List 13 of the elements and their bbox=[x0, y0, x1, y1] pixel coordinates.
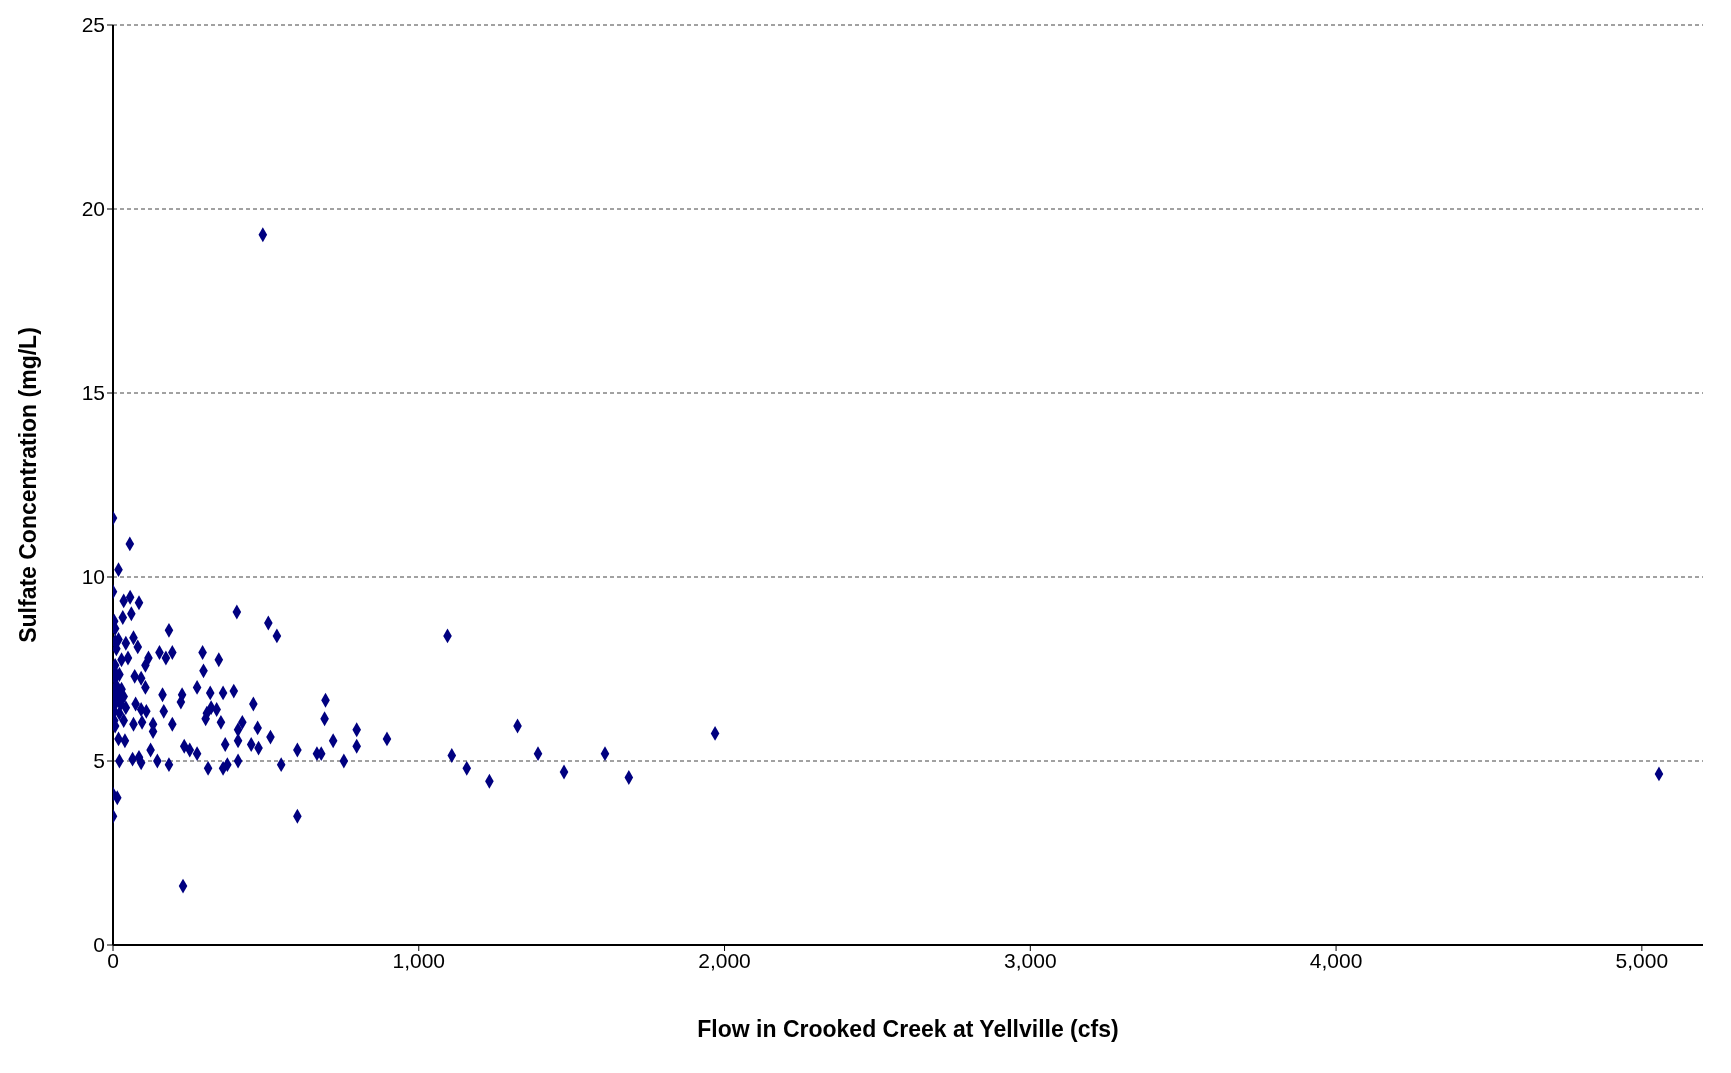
x-tick-label: 4,000 bbox=[1309, 948, 1363, 972]
y-tick-label: 0 bbox=[93, 933, 105, 957]
y-tick-label: 20 bbox=[81, 197, 105, 221]
x-tick-label: 2,000 bbox=[698, 948, 751, 972]
x-axis-title: Flow in Crooked Creek at Yellville (cfs) bbox=[697, 1016, 1119, 1042]
x-tick-label: 3,000 bbox=[1004, 948, 1057, 972]
y-tick-label: 15 bbox=[81, 381, 105, 405]
x-tick-label: 1,000 bbox=[392, 948, 446, 972]
y-tick-label: 5 bbox=[93, 749, 105, 773]
y-axis-title: Sulfate Concentration (mg/L) bbox=[15, 327, 42, 643]
y-tick-label: 10 bbox=[81, 565, 105, 589]
y-tick-label: 25 bbox=[81, 13, 105, 37]
x-tick-label: 5,000 bbox=[1615, 948, 1669, 972]
